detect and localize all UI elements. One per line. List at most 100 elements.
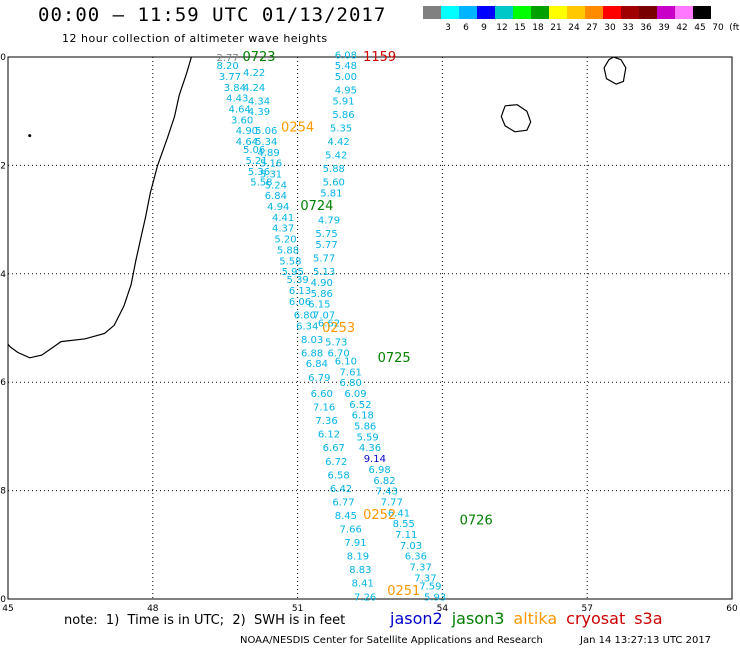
colorbar-label: 30: [604, 23, 616, 33]
swh-value: 4.43: [226, 94, 248, 105]
colorbar-label: 15: [514, 23, 526, 33]
swh-value: 4.41: [272, 213, 294, 224]
swh-value: 5.58: [279, 256, 301, 267]
pass-time-label: 0725: [378, 351, 411, 366]
swh-value: 6.84: [265, 191, 287, 202]
swh-value: 6.09: [344, 389, 366, 400]
pass-time-label: 0252: [363, 508, 396, 523]
colorbar-swatch: [423, 6, 441, 19]
swh-value: 4.90: [311, 278, 333, 289]
colorbar-swatch: [495, 6, 513, 19]
swh-value: 6.08: [335, 50, 357, 61]
swh-value: 6.84: [306, 359, 328, 370]
swh-value: 5.06: [243, 145, 265, 156]
swh-value: 7.91: [344, 538, 366, 549]
pass-time-label: 1159: [363, 50, 396, 65]
swh-value: 6.34: [296, 321, 318, 332]
swh-value: 5.93: [424, 592, 446, 603]
swh-value: 6.36: [405, 552, 427, 563]
pass-time-label: 0723: [242, 50, 275, 65]
swh-value: 8.19: [347, 552, 369, 563]
pass-time-label: 0251: [387, 584, 420, 599]
colorbar-swatch: [459, 6, 477, 19]
colorbar-label: 3: [445, 23, 451, 33]
colorbar-swatch: [513, 6, 531, 19]
swh-value: 6.88: [301, 348, 323, 359]
swh-value: 4.22: [243, 68, 265, 79]
swh-value: 6.12: [318, 430, 340, 441]
swh-value: 5.35: [330, 123, 352, 134]
swh-value: 3.77: [219, 72, 241, 83]
swh-value: 5.86: [311, 289, 333, 300]
swh-value: 6.60: [311, 389, 333, 400]
colorbar-label: 45: [694, 23, 706, 33]
swh-value: 7.36: [315, 416, 337, 427]
reunion-island: [500, 104, 532, 133]
swh-value: 5.24: [265, 180, 287, 191]
pass-time-label: 0724: [300, 199, 333, 214]
colorbar-swatch: [693, 6, 711, 19]
swh-value: 6.82: [373, 476, 395, 487]
swh-value: 3.84: [224, 83, 246, 94]
swh-value: 5.13: [313, 267, 335, 278]
pass-time-label: 0726: [460, 513, 493, 528]
legend-jason2: jason2: [390, 609, 443, 628]
generation-timestamp: Jan 14 13:27:13 UTC 2017: [580, 635, 712, 646]
swh-value: 6.15: [308, 300, 330, 311]
swh-value: 6.52: [349, 400, 371, 411]
swh-value: 5.20: [274, 235, 296, 246]
swh-value: 6.13: [289, 286, 311, 297]
swh-value: 5.86: [332, 110, 354, 121]
lon-tick-label: 57: [581, 604, 592, 614]
colorbar-swatch: [477, 6, 495, 19]
swh-value: 5.21: [245, 156, 267, 167]
swh-value: 4.36: [359, 443, 381, 454]
swh-value: 3.60: [231, 115, 253, 126]
colorbar-label: 33: [622, 23, 634, 33]
lat-tick-label: -30: [0, 595, 6, 605]
swh-value: 4.24: [243, 83, 265, 94]
swh-value: 8.55: [393, 519, 415, 530]
colorbar-label: 12: [496, 23, 508, 33]
swh-value: 5.31: [260, 170, 282, 181]
madagascar-coastline: [7, 56, 192, 359]
swh-value: 7.43: [376, 487, 398, 498]
swh-value: 5.73: [325, 338, 347, 349]
swh-value: 7.37: [414, 573, 436, 584]
swh-value: 6.62: [318, 319, 340, 330]
swh-value: 4.90: [236, 126, 258, 137]
swh-value: 8.03: [301, 335, 323, 346]
colorbar-label: 9: [481, 23, 487, 33]
colorbar-swatch: [441, 6, 459, 19]
swh-value: 5.06: [255, 126, 277, 137]
colorbar-swatch: [603, 6, 621, 19]
legend-jason3: jason3: [451, 609, 505, 628]
legend-altika: altika: [513, 609, 558, 628]
mauritius-island: [603, 56, 627, 85]
swh-value: 5.81: [320, 189, 342, 200]
swh-value: 8.41: [352, 579, 374, 590]
lon-tick-label: 54: [437, 604, 449, 614]
colorbar-swatch: [621, 6, 639, 19]
colorbar-label: 6: [463, 23, 469, 33]
swh-value: 4.95: [335, 86, 357, 97]
swh-value: 5.42: [325, 151, 347, 162]
swh-value: 5.75: [315, 229, 337, 240]
swh-value: 6.80: [340, 378, 362, 389]
lat-tick-label: -26: [0, 378, 6, 388]
swh-value: 6.70: [327, 348, 349, 359]
swh-value: 4.39: [248, 107, 270, 118]
swh-value: 5.86: [354, 422, 376, 433]
swh-value: 4.37: [272, 224, 294, 235]
swh-value: 7.11: [395, 530, 417, 541]
colorbar-label: 27: [586, 23, 598, 33]
colorbar-swatch: [657, 6, 675, 19]
swh-value: 5.59: [356, 432, 378, 443]
swh-value: 6.77: [332, 497, 354, 508]
swh-value: 6.80: [294, 310, 316, 321]
map-frame: [7, 56, 733, 600]
colorbar-swatch: [585, 6, 603, 19]
colorbar-label: 18: [532, 23, 544, 33]
swh-value: 7.37: [410, 562, 432, 573]
colorbar-label: 42: [676, 23, 688, 33]
